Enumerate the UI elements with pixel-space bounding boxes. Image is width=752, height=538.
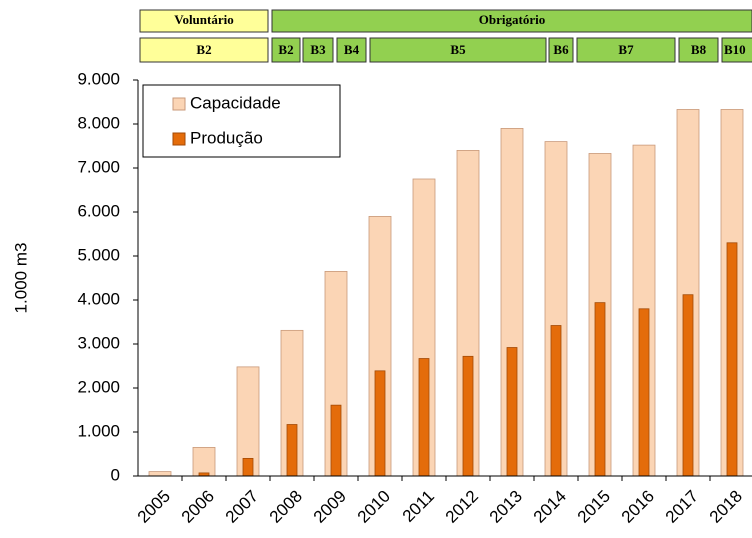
blend-box <box>369 37 547 63</box>
blend-box <box>576 37 676 63</box>
bar <box>192 446 216 477</box>
x-tick-label: 2012 <box>442 487 482 527</box>
blend-label: B6 <box>553 42 569 57</box>
y-tick-label: 5.000 <box>77 245 120 264</box>
y-tick-label: 6.000 <box>77 201 120 220</box>
bar <box>594 302 606 477</box>
x-tick-label: 2007 <box>222 487 262 527</box>
x-tick-label: 2014 <box>530 487 570 527</box>
x-tick-label: 2006 <box>178 487 218 527</box>
blend-label: B4 <box>344 42 360 57</box>
bar <box>242 457 254 477</box>
bar <box>638 308 650 477</box>
legend-swatch <box>172 97 186 111</box>
y-tick-label: 0 <box>111 465 120 484</box>
bar <box>374 370 386 477</box>
x-tick-label: 2010 <box>354 487 394 527</box>
blend-box <box>302 37 334 63</box>
blend-label: B2 <box>278 42 293 57</box>
blend-box <box>139 37 269 63</box>
blend-label: B2 <box>196 42 211 57</box>
y-tick-label: 2.000 <box>77 377 120 396</box>
blend-box <box>678 37 719 63</box>
blend-box <box>271 37 301 63</box>
y-tick-label: 1.000 <box>77 421 120 440</box>
phase-box <box>271 9 752 33</box>
blend-box <box>336 37 367 63</box>
bar <box>506 347 518 477</box>
bar <box>286 424 298 477</box>
y-tick-label: 9.000 <box>77 69 120 88</box>
x-tick-label: 2016 <box>618 487 658 527</box>
bar <box>330 404 342 477</box>
y-tick-label: 8.000 <box>77 113 120 132</box>
blend-label: B8 <box>691 42 707 57</box>
legend-label: Produção <box>190 128 263 147</box>
bar <box>726 242 738 477</box>
blend-box <box>721 37 752 63</box>
y-axis-label: 1.000 m3 <box>11 243 30 314</box>
bar <box>682 294 694 477</box>
y-tick-label: 4.000 <box>77 289 120 308</box>
x-tick-label: 2011 <box>399 487 438 526</box>
x-tick-label: 2017 <box>662 487 702 527</box>
phase-label: Obrigatório <box>479 12 545 27</box>
legend-label: Capacidade <box>190 93 281 112</box>
x-tick-label: 2015 <box>574 487 614 527</box>
y-tick-label: 7.000 <box>77 157 120 176</box>
x-tick-label: 2013 <box>486 487 526 527</box>
bar <box>418 358 430 477</box>
bar <box>462 355 474 477</box>
legend-swatch <box>172 132 186 146</box>
bar <box>550 325 562 477</box>
blend-label: B7 <box>618 42 634 57</box>
blend-label: B5 <box>450 42 466 57</box>
x-tick-label: 2008 <box>266 487 306 527</box>
blend-label: B10 <box>724 42 746 57</box>
x-tick-label: 2005 <box>134 487 174 527</box>
x-tick-label: 2018 <box>706 487 746 527</box>
blend-box <box>548 37 574 63</box>
x-tick-label: 2009 <box>310 487 350 527</box>
phase-box <box>139 9 269 33</box>
phase-label: Voluntário <box>174 12 233 27</box>
bar <box>148 471 172 477</box>
y-tick-label: 3.000 <box>77 333 120 352</box>
blend-label: B3 <box>310 42 326 57</box>
